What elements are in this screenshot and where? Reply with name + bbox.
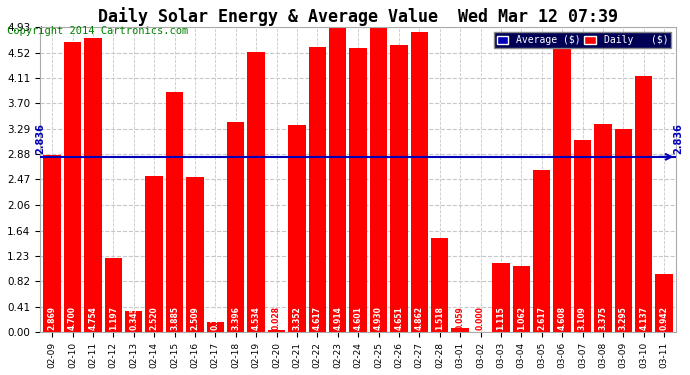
Bar — [146, 176, 163, 332]
Text: 4.700: 4.700 — [68, 306, 77, 330]
Text: 4.754: 4.754 — [88, 306, 97, 330]
Bar — [451, 328, 469, 332]
Text: 4.651: 4.651 — [395, 306, 404, 330]
Bar — [227, 122, 244, 332]
Bar — [84, 38, 101, 332]
Bar — [64, 42, 81, 332]
Text: 4.862: 4.862 — [415, 306, 424, 330]
Text: 4.608: 4.608 — [558, 306, 566, 330]
Bar — [492, 263, 510, 332]
Text: 4.617: 4.617 — [313, 306, 322, 330]
Text: 4.930: 4.930 — [374, 306, 383, 330]
Title: Daily Solar Energy & Average Value  Wed Mar 12 07:39: Daily Solar Energy & Average Value Wed M… — [98, 7, 618, 26]
Text: 2.836: 2.836 — [673, 123, 683, 154]
Legend: Average ($), Daily   ($): Average ($), Daily ($) — [493, 32, 671, 48]
Bar — [370, 27, 387, 332]
Text: 2.836: 2.836 — [35, 123, 46, 154]
Text: 0.942: 0.942 — [660, 306, 669, 330]
Bar — [553, 47, 571, 332]
Text: 3.885: 3.885 — [170, 306, 179, 330]
Bar — [615, 129, 632, 332]
Bar — [308, 47, 326, 332]
Bar — [105, 258, 122, 332]
Text: 3.295: 3.295 — [619, 306, 628, 330]
Text: 4.534: 4.534 — [252, 306, 261, 330]
Text: 4.914: 4.914 — [333, 306, 342, 330]
Text: 1.062: 1.062 — [517, 306, 526, 330]
Bar — [329, 28, 346, 332]
Bar — [431, 238, 448, 332]
Bar — [635, 76, 652, 332]
Bar — [513, 267, 530, 332]
Bar — [166, 92, 184, 332]
Text: 1.115: 1.115 — [496, 306, 505, 330]
Text: 2.617: 2.617 — [538, 306, 546, 330]
Bar — [349, 48, 367, 332]
Text: 2.520: 2.520 — [150, 306, 159, 330]
Bar — [533, 170, 551, 332]
Bar — [248, 52, 265, 332]
Text: 1.197: 1.197 — [109, 306, 118, 330]
Text: 4.137: 4.137 — [639, 306, 648, 330]
Text: 3.396: 3.396 — [231, 306, 240, 330]
Text: 4.601: 4.601 — [354, 306, 363, 330]
Text: 3.352: 3.352 — [293, 306, 302, 330]
Text: Copyright 2014 Cartronics.com: Copyright 2014 Cartronics.com — [7, 26, 188, 36]
Bar — [288, 125, 306, 332]
Text: 2.869: 2.869 — [48, 306, 57, 330]
Bar — [411, 32, 428, 332]
Text: 3.109: 3.109 — [578, 306, 587, 330]
Bar — [574, 140, 591, 332]
Bar — [594, 123, 611, 332]
Text: 1.518: 1.518 — [435, 306, 444, 330]
Text: 0.000: 0.000 — [476, 306, 485, 330]
Text: 0.028: 0.028 — [272, 306, 281, 330]
Bar — [656, 274, 673, 332]
Text: 0.345: 0.345 — [129, 306, 138, 330]
Text: 2.509: 2.509 — [190, 306, 199, 330]
Text: 3.375: 3.375 — [598, 306, 607, 330]
Bar — [268, 330, 285, 332]
Text: 0.059: 0.059 — [455, 306, 464, 330]
Bar — [207, 322, 224, 332]
Bar — [125, 311, 142, 332]
Bar — [391, 45, 408, 332]
Bar — [186, 177, 204, 332]
Text: 0.164: 0.164 — [211, 306, 220, 330]
Bar — [43, 155, 61, 332]
